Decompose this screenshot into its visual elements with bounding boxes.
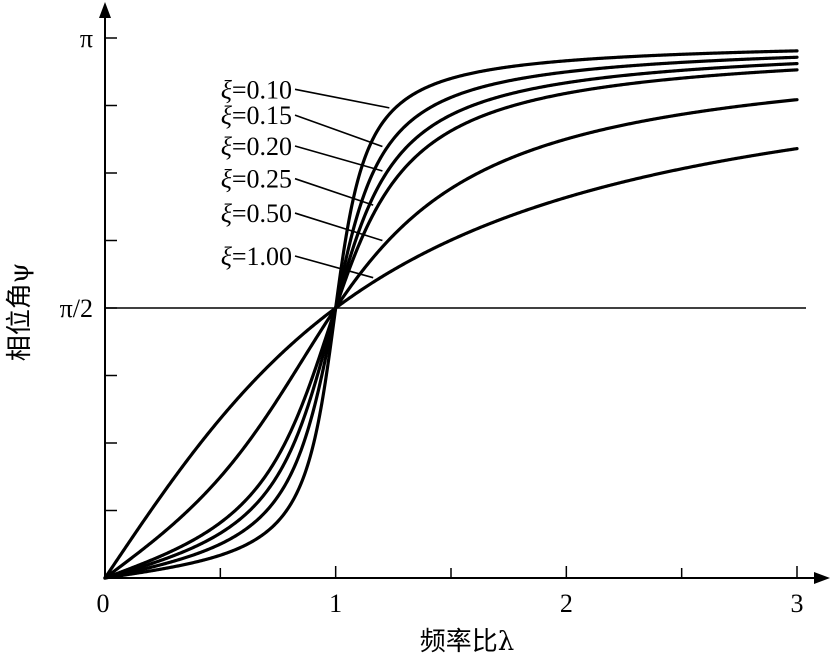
damping-value: =0.25 [232,165,292,194]
leader-ξ=0.50 [294,212,383,242]
y-axis-title: 相位角ψ [5,263,35,361]
leader-ξ=0.25 [294,177,374,206]
curve-ξ=1.00 [103,147,799,580]
labels: ξ=0.10ξ=0.15ξ=0.20ξ=0.25ξ=0.50ξ=1.00 [221,75,292,271]
leader-ξ=0.20 [294,145,383,172]
x-tick-label: 0 [97,589,110,618]
series-label: ξ=1.00 [221,242,292,271]
damping-symbol: ξ [221,199,233,228]
legend-leaders [294,88,390,279]
damping-symbol: ξ [221,75,233,104]
leader-ξ=0.10 [294,88,390,109]
damping-value: =0.10 [232,75,292,104]
damping-value: =1.00 [232,242,292,271]
damping-symbol: ξ [221,165,233,194]
series-label: ξ=0.25 [221,165,292,194]
x-tick-label: 1 [329,589,342,618]
x-tick-label: 3 [791,589,804,618]
axes [99,2,830,584]
curve-ξ=0.10 [103,49,799,580]
y-axis-arrow [99,2,111,18]
curve-ξ=0.50 [103,98,799,580]
damping-symbol: ξ [221,132,233,161]
damping-symbol: ξ [221,242,233,271]
series-label: ξ=0.15 [221,101,292,130]
curve-ξ=0.20 [103,61,799,580]
x-tick-label: 2 [560,589,573,618]
y-tick-label: π/2 [60,294,93,323]
damping-value: =0.15 [232,101,292,130]
leader-ξ=1.00 [294,255,374,279]
damping-value: =0.20 [232,132,292,161]
damping-symbol: ξ [221,101,233,130]
curve-ξ=0.15 [103,55,799,580]
curves [103,49,799,580]
x-axis-arrow [814,572,830,584]
series-label: ξ=0.10 [221,75,292,104]
x-axis-title: 频率比λ [420,627,514,657]
damping-value: =0.50 [232,199,292,228]
series-label: ξ=0.50 [221,199,292,228]
leader-ξ=0.15 [294,114,383,148]
curve-ξ=0.25 [103,68,799,580]
y-tick-label: π [80,24,93,53]
series-label: ξ=0.20 [221,132,292,161]
ticks: 0 1 2 3 π/2 π [60,24,804,618]
